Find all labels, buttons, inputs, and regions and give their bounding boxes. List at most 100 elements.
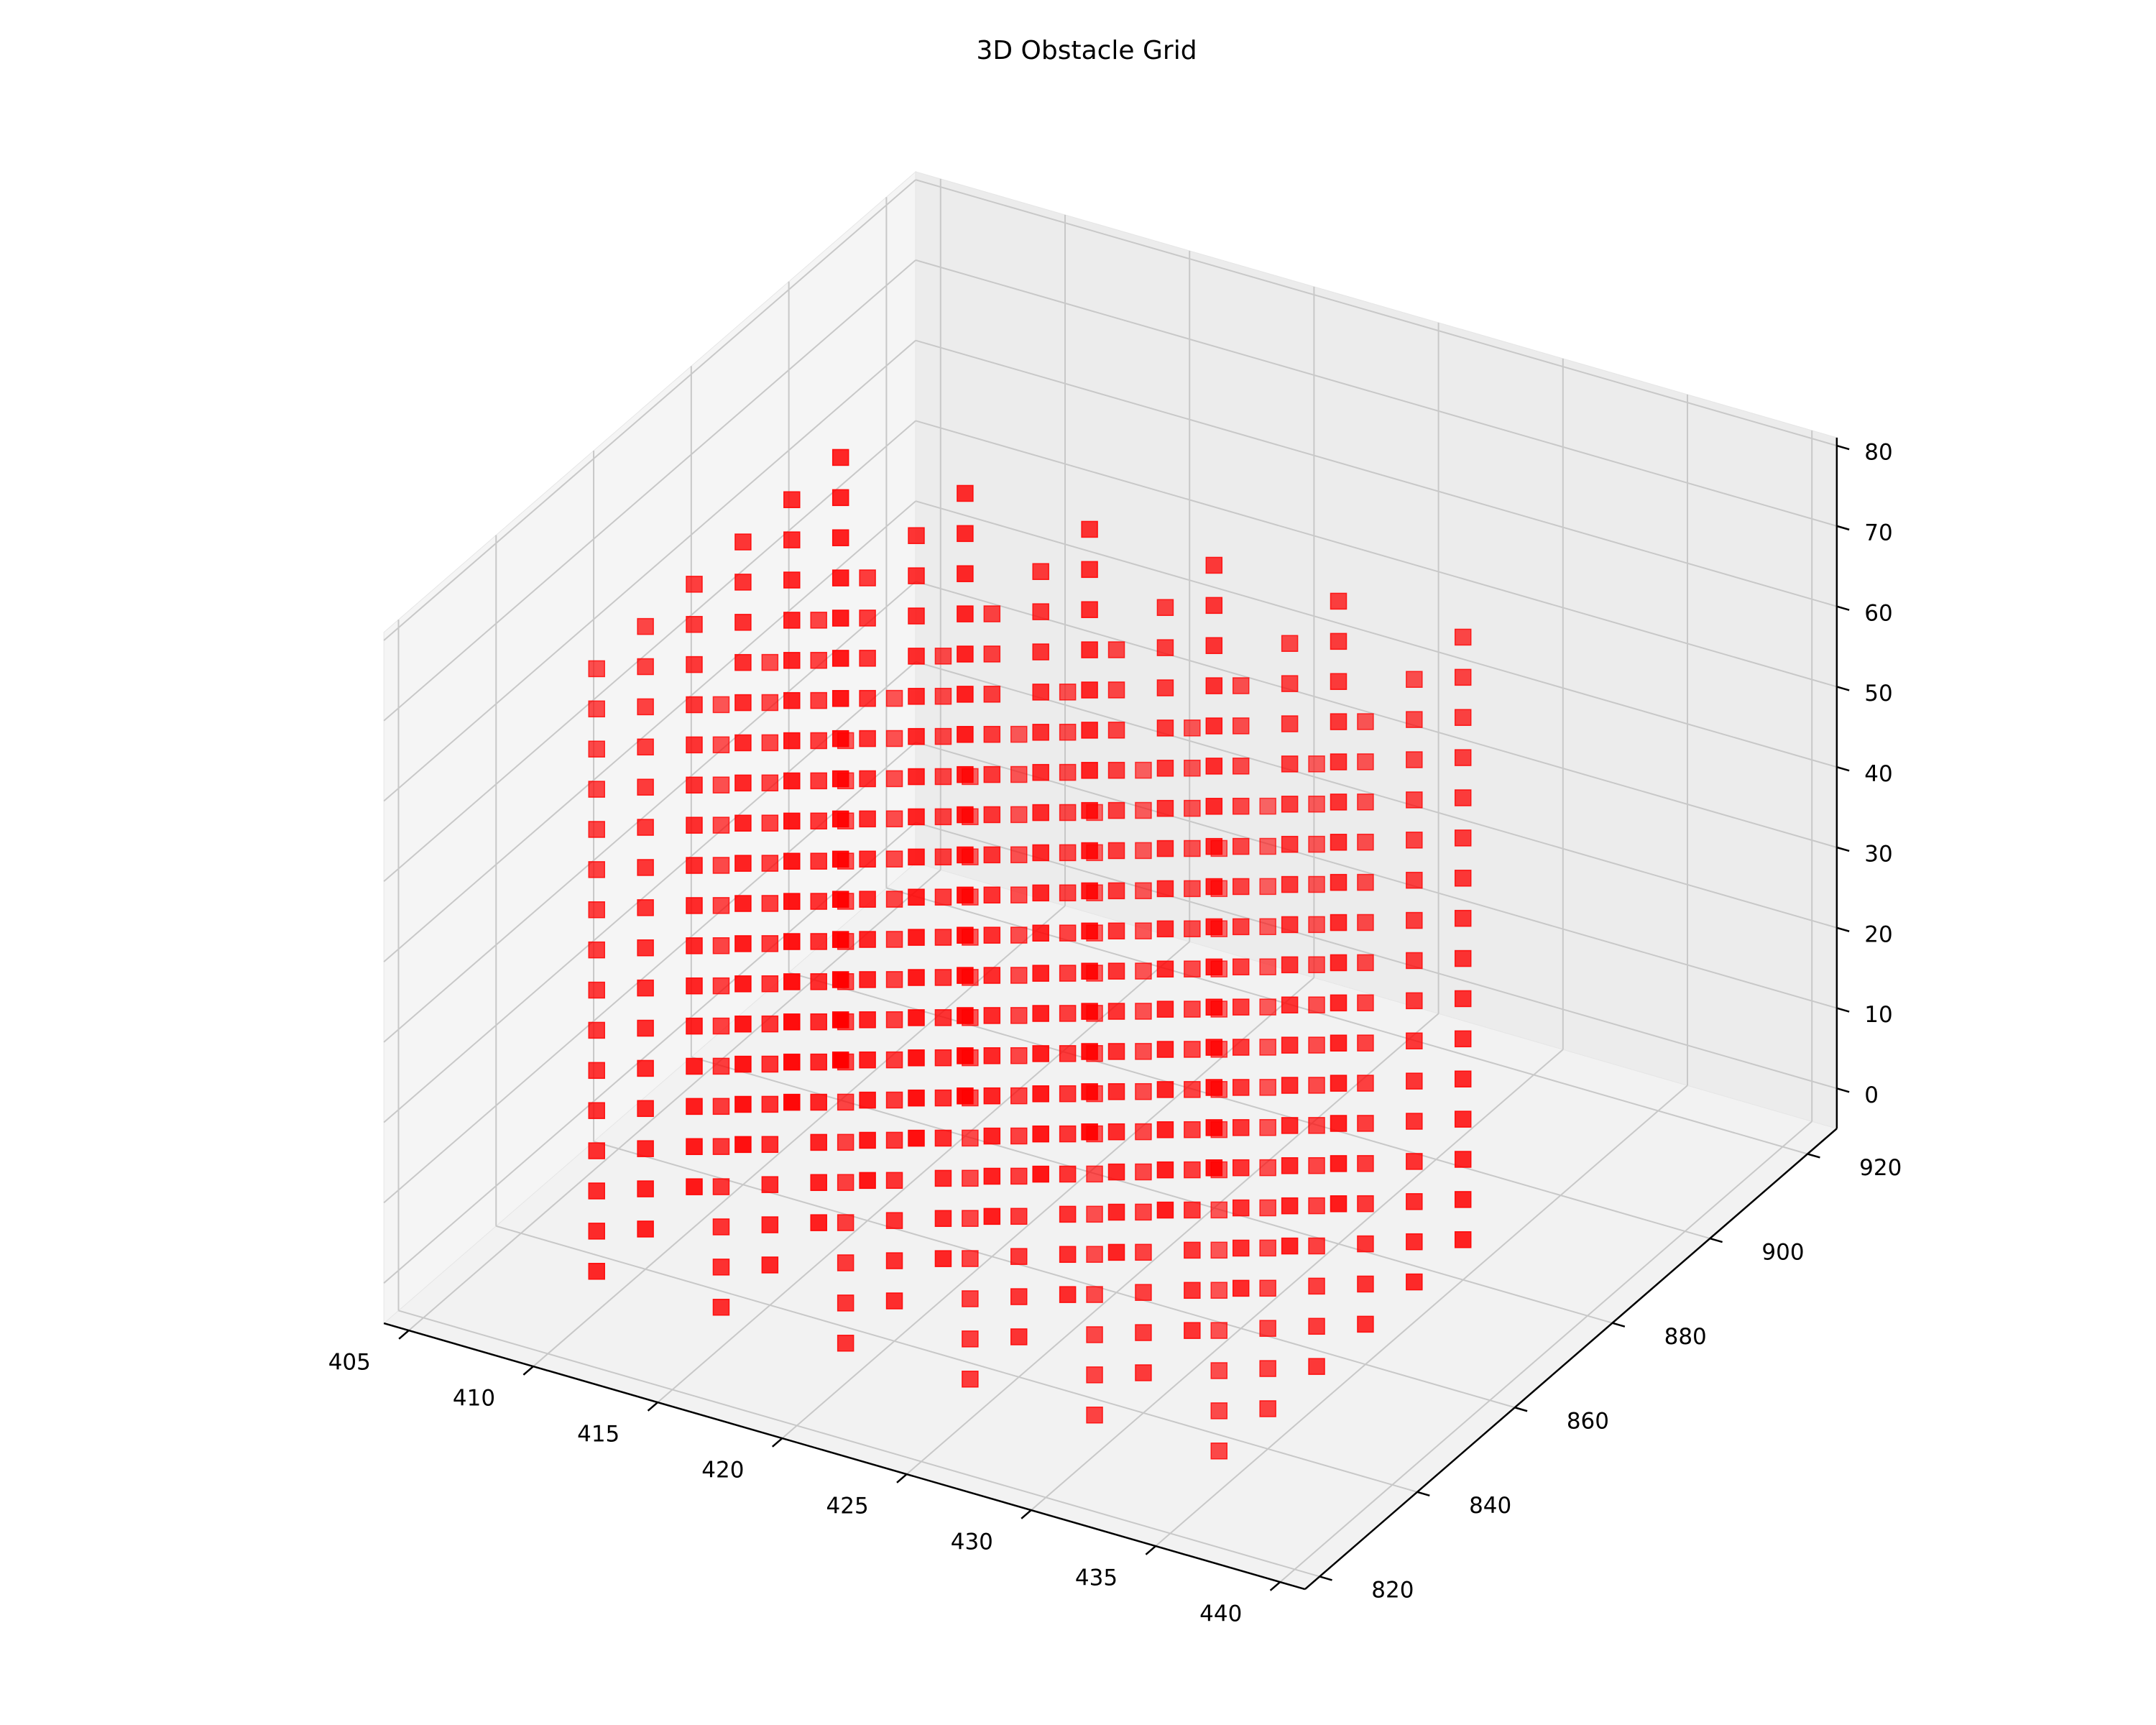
data-point [1156, 1000, 1174, 1018]
data-point [1330, 632, 1348, 650]
data-point [1281, 875, 1299, 893]
tick-label: 435 [1075, 1565, 1118, 1591]
data-point [1010, 846, 1028, 864]
data-point [1032, 724, 1049, 741]
data-point [1205, 717, 1223, 735]
data-point [1059, 884, 1077, 902]
data-point [810, 973, 827, 990]
data-point [712, 1178, 730, 1195]
data-point [957, 686, 974, 703]
tick-mark [398, 1330, 410, 1340]
data-point [1010, 806, 1028, 824]
data-point [983, 645, 1001, 663]
grid-line [915, 822, 1838, 1090]
data-point [1281, 715, 1299, 732]
data-point [908, 929, 925, 946]
tick-mark [1269, 1581, 1281, 1591]
data-point [1010, 967, 1028, 984]
data-point [1086, 924, 1103, 942]
tick-mark [1836, 525, 1850, 531]
tick-label: 820 [1371, 1578, 1414, 1604]
data-point [761, 855, 779, 872]
data-point [810, 933, 827, 950]
data-point [1281, 1197, 1299, 1215]
data-point [1308, 1317, 1325, 1335]
data-point [1281, 1117, 1299, 1134]
data-point [761, 1095, 779, 1113]
data-point [1156, 1121, 1174, 1138]
data-point [1032, 763, 1049, 781]
data-point [1330, 994, 1348, 1012]
data-point [957, 605, 974, 622]
data-point [686, 1057, 703, 1075]
grid-line [383, 259, 916, 722]
data-point [934, 1049, 952, 1067]
data-point [1032, 884, 1049, 902]
grid-line [915, 259, 1838, 527]
data-point [1135, 801, 1152, 819]
data-point [1086, 804, 1103, 822]
data-point [962, 1009, 979, 1026]
data-point [1232, 1119, 1250, 1136]
data-point [1406, 1072, 1423, 1090]
data-point [962, 1089, 979, 1107]
data-point [885, 770, 903, 788]
axis-line [1304, 1128, 1838, 1591]
data-point [1308, 795, 1325, 813]
data-point [1232, 677, 1250, 694]
data-point [1406, 1032, 1423, 1049]
data-point [1086, 1085, 1103, 1103]
data-point [837, 1254, 854, 1271]
data-point [783, 652, 801, 669]
data-point [1032, 965, 1049, 982]
data-point [1156, 639, 1174, 656]
data-point [1184, 840, 1201, 857]
data-point [831, 448, 849, 466]
data-point [810, 852, 827, 870]
data-point [783, 1093, 801, 1111]
data-point [637, 698, 654, 716]
data-point [1210, 1000, 1228, 1018]
data-point [1406, 751, 1423, 768]
data-point [1308, 1036, 1325, 1054]
data-point [1107, 722, 1125, 739]
grid-line [915, 581, 1838, 848]
data-point [885, 971, 903, 988]
data-point [637, 859, 654, 876]
tick-label: 30 [1864, 842, 1892, 868]
data-point [908, 888, 925, 906]
data-point [1107, 842, 1125, 860]
tick-label: 440 [1199, 1601, 1242, 1627]
data-point [1308, 1358, 1325, 1375]
data-point [588, 1182, 605, 1200]
data-point [837, 893, 854, 910]
data-point [831, 489, 849, 507]
data-point [1059, 684, 1077, 701]
data-point [934, 768, 952, 786]
data-point [957, 565, 974, 582]
data-point [1086, 1326, 1103, 1343]
data-point [934, 1129, 952, 1147]
data-point [1308, 1197, 1325, 1215]
data-point [1107, 1243, 1125, 1261]
data-point [637, 738, 654, 756]
data-point [1184, 880, 1201, 898]
data-point [712, 1299, 730, 1316]
data-point [734, 814, 752, 832]
data-point [957, 525, 974, 543]
data-point [1259, 1320, 1276, 1337]
data-point [1107, 962, 1125, 980]
data-point [1281, 1077, 1299, 1094]
data-point [588, 660, 605, 678]
data-point [1135, 1364, 1152, 1381]
data-point [761, 895, 779, 912]
grid-line [915, 179, 1838, 447]
data-point [1259, 797, 1276, 815]
grid-line [915, 420, 1838, 688]
data-point [637, 1220, 654, 1238]
data-point [810, 732, 827, 750]
data-point [1086, 1407, 1103, 1424]
data-point [1454, 749, 1472, 766]
data-point [712, 897, 730, 914]
data-point [712, 1057, 730, 1075]
